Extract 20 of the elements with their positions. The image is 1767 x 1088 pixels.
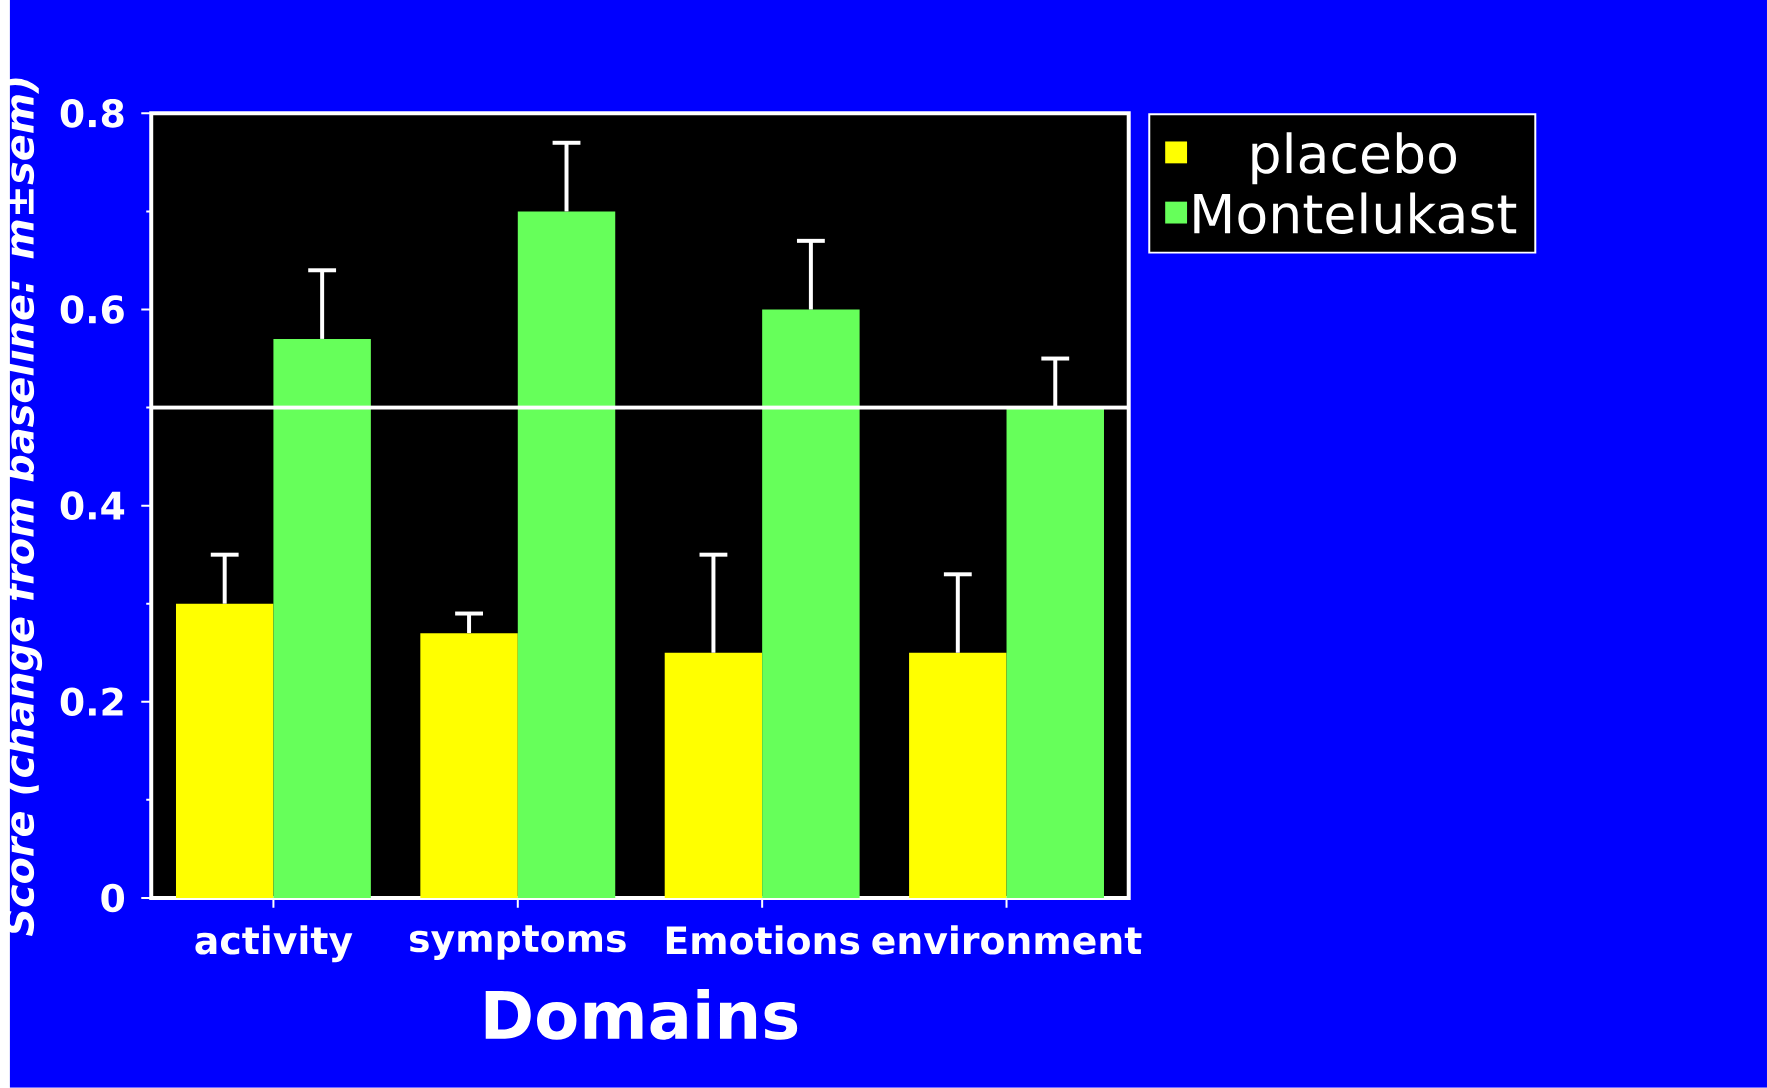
legend-label: Montelukast xyxy=(1194,192,1517,235)
bar xyxy=(762,309,860,898)
x-tick-label: activity xyxy=(195,925,353,963)
bar xyxy=(909,652,1007,898)
bar xyxy=(517,211,616,898)
y-tick-label: 0.8 xyxy=(60,99,124,128)
bar xyxy=(1006,407,1104,898)
legend-label: placebo xyxy=(1252,132,1457,185)
bar xyxy=(273,338,371,898)
bar xyxy=(664,652,763,898)
y-tick-label: 0.2 xyxy=(60,687,123,717)
x-tick-label: Emotions xyxy=(666,925,860,955)
bar xyxy=(420,633,518,898)
x-tick-label: environment xyxy=(872,925,1142,955)
bar xyxy=(175,603,274,898)
x-tick-label: symptoms xyxy=(410,925,626,961)
y-tick-label: 0 xyxy=(101,883,125,913)
y-tick-label: 0.4 xyxy=(60,491,125,520)
y-tick-label: 0.6 xyxy=(60,295,124,324)
x-axis-title: Domains xyxy=(485,988,798,1040)
